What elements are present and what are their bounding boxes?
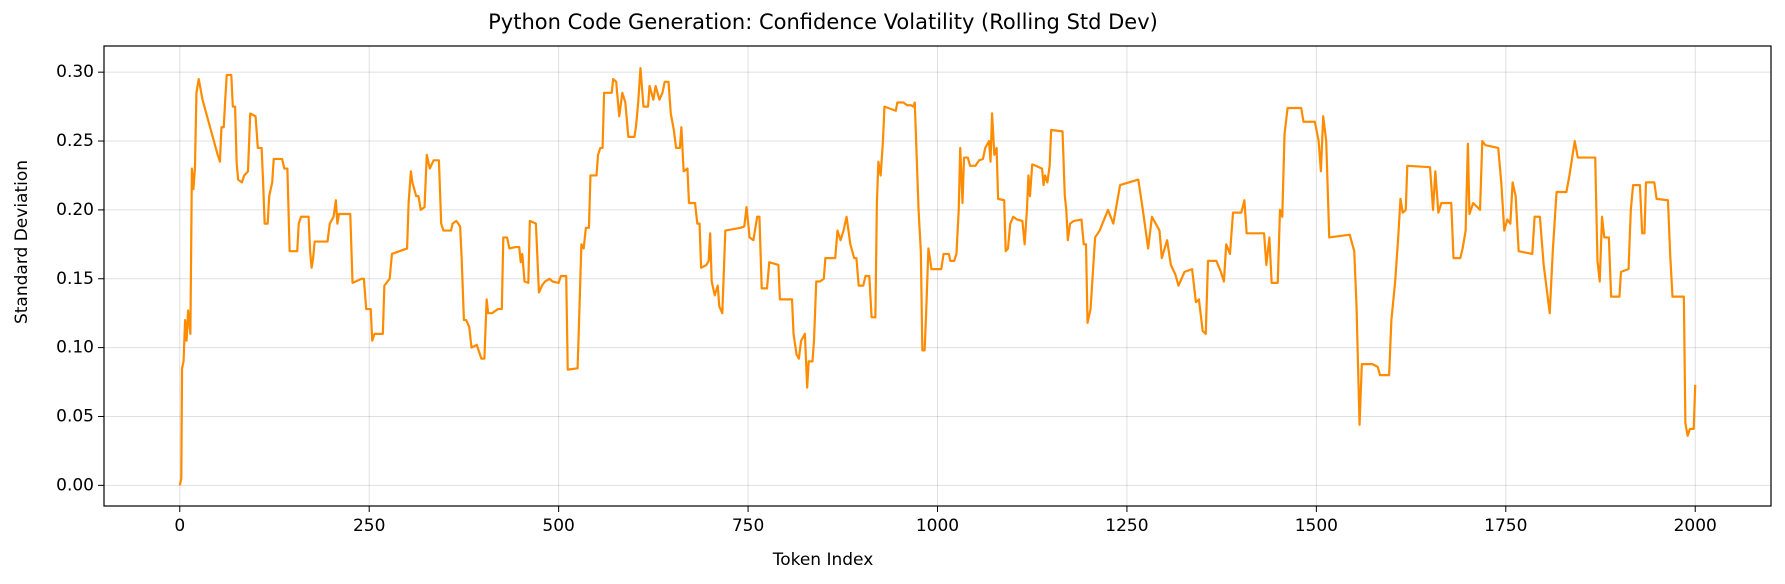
y-tick-label: 0.25 bbox=[56, 131, 94, 151]
x-tick-label: 1250 bbox=[1105, 516, 1148, 536]
x-tick-label: 0 bbox=[174, 516, 185, 536]
data-line bbox=[178, 66, 1697, 486]
x-axis-label: Token Index bbox=[772, 550, 874, 570]
x-tick-label: 750 bbox=[732, 516, 764, 536]
x-tick-label: 1000 bbox=[916, 516, 959, 536]
chart-title: Python Code Generation: Confidence Volat… bbox=[488, 10, 1158, 34]
y-tick-label: 0.30 bbox=[56, 62, 94, 82]
x-tick-label: 1500 bbox=[1295, 516, 1338, 536]
x-tick-label: 500 bbox=[542, 516, 574, 536]
y-tick-label: 0.15 bbox=[56, 269, 94, 289]
x-tick-label: 1750 bbox=[1484, 516, 1527, 536]
x-tick-label: 250 bbox=[353, 516, 385, 536]
plot-frame bbox=[103, 45, 1772, 507]
y-tick-label: 0.20 bbox=[56, 200, 94, 220]
x-tick-label: 2000 bbox=[1674, 516, 1717, 536]
y-tick-label: 0.05 bbox=[56, 406, 94, 426]
y-tick-label: 0.10 bbox=[56, 338, 94, 358]
y-axis-label: Standard Deviation bbox=[12, 160, 32, 324]
y-tick-label: 0.00 bbox=[56, 475, 94, 495]
